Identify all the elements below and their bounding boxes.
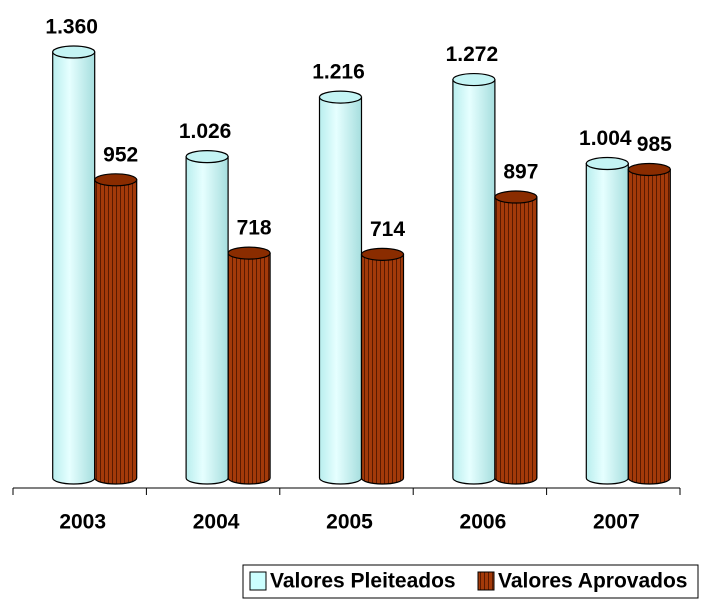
data-label: 897 xyxy=(503,161,538,184)
bar xyxy=(494,190,538,485)
bar xyxy=(318,90,363,485)
legend-swatch xyxy=(249,571,267,591)
legend-label: Valores Aprovados xyxy=(498,570,687,593)
legend-swatch xyxy=(477,571,495,591)
x-tick-label: 2006 xyxy=(460,511,507,534)
bar xyxy=(94,173,138,485)
x-tick-label: 2004 xyxy=(193,511,240,534)
bar xyxy=(360,247,405,485)
data-label: 1.026 xyxy=(179,120,232,143)
data-label: 714 xyxy=(370,218,405,241)
x-tick-label: 2003 xyxy=(59,511,106,534)
data-label: 1.360 xyxy=(45,16,98,39)
bar xyxy=(585,156,629,485)
x-tick-label: 2007 xyxy=(593,511,640,534)
bar xyxy=(627,162,671,485)
bar xyxy=(185,150,229,485)
bar xyxy=(227,246,271,485)
data-label: 1.272 xyxy=(446,43,499,66)
data-label: 985 xyxy=(637,133,672,156)
legend-box xyxy=(242,564,699,599)
data-label: 952 xyxy=(103,143,138,166)
legend-label: Valores Pleiteados xyxy=(270,570,456,593)
bar xyxy=(52,45,96,485)
bar xyxy=(452,72,496,485)
data-label: 718 xyxy=(237,217,272,240)
x-tick-label: 2005 xyxy=(326,511,373,534)
data-label: 1.004 xyxy=(579,127,632,150)
data-label: 1.216 xyxy=(312,61,365,84)
